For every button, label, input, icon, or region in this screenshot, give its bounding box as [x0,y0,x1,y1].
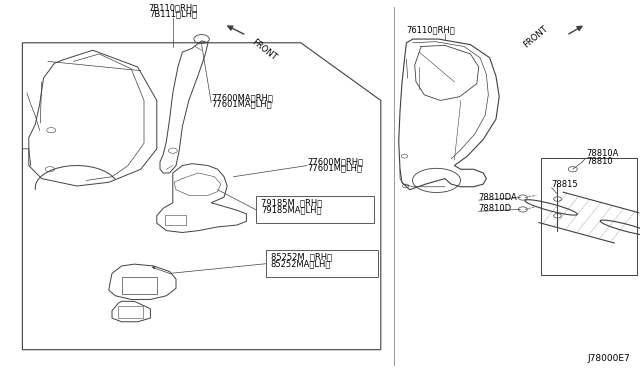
Bar [118,306,143,318]
Text: 78810A: 78810A [586,149,619,158]
Text: FRONT: FRONT [250,37,278,62]
Text: 78810D: 78810D [479,204,512,213]
Text: 78810DA: 78810DA [479,193,518,202]
Bar [266,250,378,277]
Bar [541,158,637,275]
Text: 79185MA〈LH〉: 79185MA〈LH〉 [261,206,322,215]
Text: 77601M〈LH〉: 77601M〈LH〉 [307,163,362,172]
Text: 85252M  〈RH〉: 85252M 〈RH〉 [271,252,332,261]
Bar [165,215,186,225]
Text: 77601MA〈LH〉: 77601MA〈LH〉 [211,99,272,108]
Text: 79185M  〈RH〉: 79185M 〈RH〉 [261,198,323,207]
Text: J78000E7: J78000E7 [588,354,630,363]
Text: 77600M〈RH〉: 77600M〈RH〉 [307,157,364,166]
Text: 85252MA〈LH〉: 85252MA〈LH〉 [271,260,331,269]
Bar [122,277,157,294]
Text: 78815: 78815 [552,180,579,189]
Text: 77600MA〈RH〉: 77600MA〈RH〉 [211,93,273,102]
Bar [256,196,374,223]
Text: 78810: 78810 [586,157,613,166]
Text: 7B110〈RH〉: 7B110〈RH〉 [148,3,197,12]
Text: 7B111〈LH〉: 7B111〈LH〉 [149,9,197,18]
Text: 76110〈RH〉: 76110〈RH〉 [406,26,455,35]
Text: FRONT: FRONT [522,25,549,50]
